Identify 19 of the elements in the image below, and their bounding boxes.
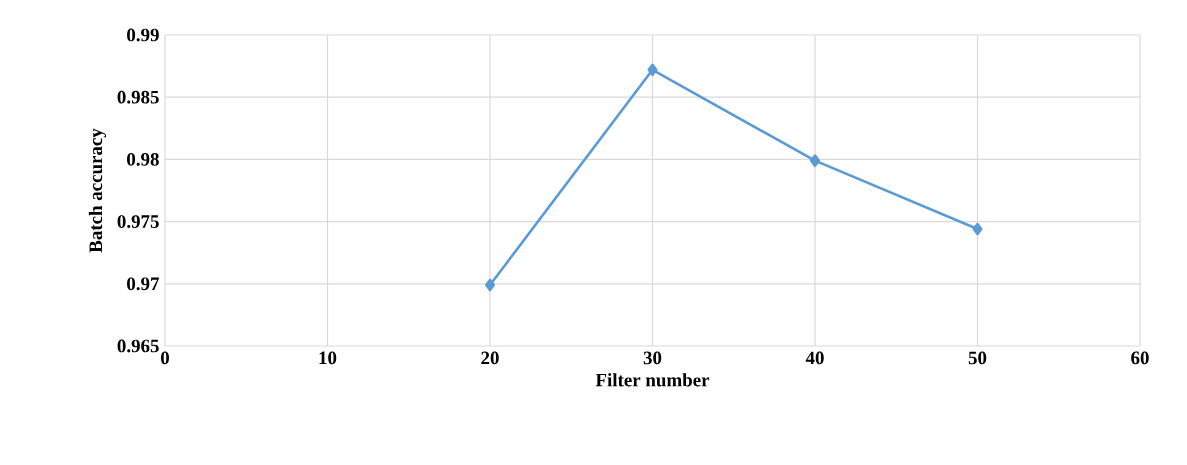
point: [647, 63, 658, 77]
x-tick-label: 60: [1131, 351, 1149, 365]
y-tick-label: 0.99: [127, 28, 159, 42]
y-axis-title: Batch accuracy: [88, 128, 107, 253]
x-tick-label: 30: [643, 351, 662, 365]
x-tick-label: 10: [319, 351, 337, 365]
x-axis-title: Filter number: [595, 373, 710, 387]
point: [972, 222, 983, 236]
point: [809, 154, 821, 167]
y-tick-label: 0.98: [127, 152, 159, 166]
x-tick-label: 20: [481, 351, 499, 365]
y-tick-label: 0.965: [117, 339, 159, 353]
y-tick-label: 0.985: [117, 90, 159, 104]
x-tick-label: 0: [160, 351, 169, 365]
x-tick-label: 40: [805, 351, 824, 365]
y-tick-label: 0.97: [127, 277, 160, 291]
y-tick-label: 0.975: [117, 215, 159, 229]
point: [484, 278, 496, 292]
x-tick-label: 50: [968, 351, 987, 365]
